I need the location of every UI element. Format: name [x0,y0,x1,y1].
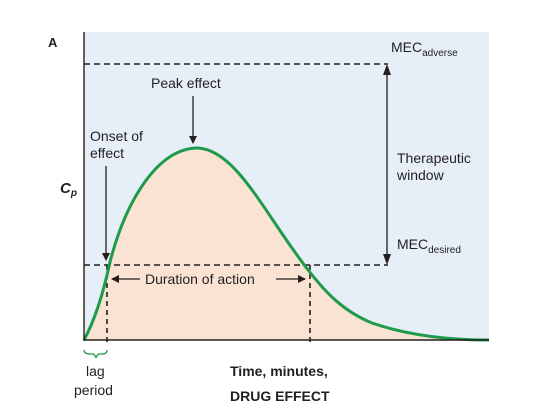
lag-label-line1: lag [86,363,105,379]
x-axis-label-line1: Time, minutes, [230,363,328,379]
mec-adverse-label: MECadverse [391,39,458,59]
duration-of-action-label: Duration of action [145,271,255,287]
lag-period-brace [83,349,108,359]
peak-effect-label: Peak effect [151,75,221,91]
therapeutic-window-arrowhead-up [383,64,391,75]
y-axis-label: Cp [60,180,77,199]
therapeutic-window-label-line1: Therapeutic [397,150,471,166]
lag-label-line2: period [74,382,113,398]
x-axis-label-line2: DRUG EFFECT [230,388,330,404]
onset-label-line1: Onset of [90,128,143,144]
mec-desired-label: MECdesired [397,236,461,256]
panel-label: A [48,35,58,50]
onset-label-line2: effect [90,145,124,161]
concentration-curve [82,146,490,342]
area-under-curve [84,148,489,340]
therapeutic-window-label-line2: window [396,167,445,183]
therapeutic-window-arrowhead-down [383,254,391,265]
